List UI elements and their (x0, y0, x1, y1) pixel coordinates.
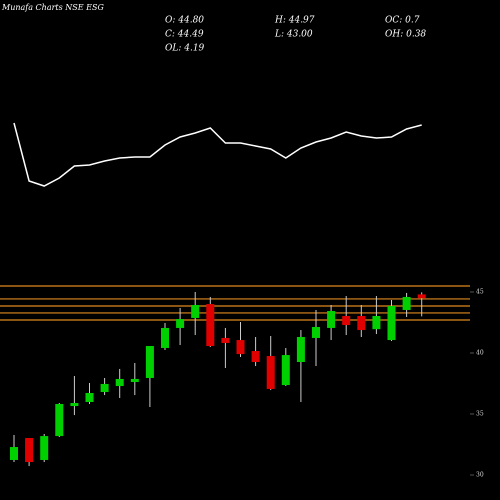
candle-body (40, 436, 49, 460)
candle-body (296, 336, 305, 362)
candle-body (176, 319, 185, 328)
candle-body (130, 378, 139, 383)
candle-body (372, 316, 381, 330)
candle-body (402, 296, 411, 311)
candle-body (236, 340, 245, 355)
candle-body (100, 383, 109, 393)
candle-body (266, 356, 275, 389)
candle-body (115, 378, 124, 387)
candle-body (312, 326, 320, 338)
candle-body (206, 304, 215, 347)
candle-body (161, 327, 169, 348)
candle-body (221, 337, 230, 343)
candle-body (191, 305, 200, 318)
y-tick-label: 30 (476, 471, 484, 478)
candle-body (342, 316, 351, 326)
candle-body (55, 403, 64, 437)
candle-body (387, 305, 396, 341)
candle-body (25, 438, 34, 463)
stat: H: 44.97 (274, 16, 315, 26)
stat: OL: 4.19 (165, 44, 205, 54)
candle-body (70, 402, 79, 407)
stat: C: 44.49 (165, 30, 204, 40)
stat: OH: 0.38 (385, 30, 426, 40)
chart-title: Munafa Charts NSE ESG (1, 3, 104, 12)
candle-body (85, 392, 94, 403)
candle-body (357, 316, 366, 331)
candle-body (10, 447, 18, 460)
candle-body (251, 351, 260, 362)
stat: O: 44.80 (165, 16, 204, 26)
y-tick-label: 40 (476, 349, 484, 356)
candle-body (417, 294, 426, 299)
stat: OC: 0.7 (385, 16, 420, 26)
candle-body (281, 355, 290, 386)
candle-body (145, 346, 154, 378)
y-tick-label: 45 (476, 288, 484, 295)
indicator-line (13, 122, 422, 187)
y-tick-label: 35 (476, 410, 484, 417)
candle-body (327, 310, 336, 328)
stat: L: 43.00 (274, 30, 313, 40)
